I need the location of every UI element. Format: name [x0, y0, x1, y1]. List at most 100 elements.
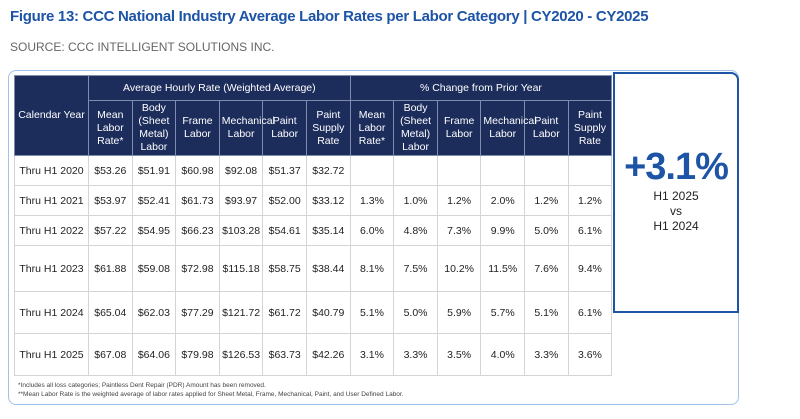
year-cell: Thru H1 2022 — [14, 215, 89, 246]
rate-cell: $61.73 — [175, 185, 220, 216]
source: SOURCE: CCC INTELLIGENT SOLUTIONS INC. — [10, 40, 275, 54]
change-cell: 9.4% — [567, 245, 613, 292]
change-cell: 1.0% — [393, 185, 438, 216]
table: Calendar Year Average Hourly Rate (Weight… — [14, 75, 613, 376]
table-row: Thru H1 2021 $53.97 $52.41 $61.73 $93.97 $52.… — [14, 185, 613, 216]
column-header: Body (Sheet Metal) Labor — [393, 100, 438, 156]
change-cell: 7.6% — [524, 245, 569, 292]
change-cell: 1.2% — [524, 185, 569, 216]
rate-cell: $72.98 — [175, 245, 220, 292]
column-header: Body (Sheet Metal) Labor — [131, 100, 177, 156]
change-cell: 2.0% — [480, 185, 526, 216]
year-cell: Thru H1 2024 — [14, 291, 89, 334]
rate-cell: $66.23 — [175, 215, 220, 246]
footnote: *Includes all loss categories; Paintless… — [18, 382, 266, 389]
group-header: % Change from Prior Year — [349, 75, 613, 101]
header-row: Mean Labor Rate* Body (Sheet Metal) Labor… — [15, 100, 613, 156]
change-cell: 6.1% — [567, 215, 613, 246]
change-cell: 4.0% — [480, 333, 526, 376]
rate-cell: $54.61 — [262, 215, 307, 246]
year-cell: Thru H1 2025 — [14, 333, 89, 376]
column-header: Paint Supply Rate — [567, 100, 613, 156]
change-cell: 5.7% — [480, 291, 526, 334]
rate-cell: $32.72 — [305, 155, 351, 186]
change-cell: 5.9% — [436, 291, 482, 334]
footnotes: *Includes all loss categories; Paintless… — [18, 381, 404, 399]
rate-cell: $51.37 — [262, 155, 307, 186]
column-header: Frame Labor — [175, 100, 220, 156]
rate-cell: $61.88 — [88, 245, 133, 292]
table-row: Thru H1 2025 $67.08 $64.06 $79.98 $126.53 $63… — [14, 333, 613, 376]
column-header: Mechanical Labor — [218, 100, 275, 156]
column-header: Paint Labor — [524, 100, 569, 156]
change-cell: 5.1% — [349, 291, 395, 334]
year-cell: Thru H1 2020 — [14, 155, 89, 186]
rate-cell: $40.79 — [305, 291, 351, 334]
rate-cell: $52.00 — [262, 185, 307, 216]
empty-cell — [349, 155, 395, 186]
callout-label: H1 2025 — [653, 189, 699, 203]
rate-cell: $103.28 — [218, 215, 264, 246]
table-row: Thru H1 2024 $65.04 $62.03 $77.29 $121.72 $61… — [14, 291, 613, 334]
header-row: Calendar Year Average Hourly Rate (Weight… — [14, 75, 613, 156]
column-header: Frame Labor — [436, 100, 482, 156]
rate-cell: $52.41 — [131, 185, 177, 216]
empty-cell — [524, 155, 569, 186]
rate-cell: $93.97 — [218, 185, 264, 216]
rate-cell: $126.53 — [218, 333, 264, 376]
change-cell: 6.0% — [349, 215, 395, 246]
rate-cell: $115.18 — [218, 245, 264, 292]
empty-cell — [480, 155, 526, 186]
change-cell: 3.5% — [436, 333, 482, 376]
rate-cell: $62.03 — [131, 291, 177, 334]
callout-label: H1 2024 — [653, 219, 699, 233]
callout-value: +3.1% — [624, 146, 729, 188]
rate-cell: $51.91 — [131, 155, 177, 186]
rate-cell: $35.14 — [305, 215, 351, 246]
callout-label: vs — [670, 204, 682, 218]
callout: +3.1% H1 2025 vs H1 2024 — [613, 72, 739, 313]
rate-cell: $64.06 — [131, 333, 177, 376]
change-cell: 4.8% — [393, 215, 438, 246]
rate-cell: $79.98 — [175, 333, 220, 376]
year-cell: Thru H1 2023 — [14, 245, 89, 292]
empty-cell — [567, 155, 613, 186]
rate-cell: $60.98 — [175, 155, 220, 186]
change-cell: 6.1% — [567, 291, 613, 334]
change-cell: 5.0% — [393, 291, 438, 334]
column-header: Paint Labor — [262, 100, 307, 156]
change-cell: 11.5% — [480, 245, 526, 292]
change-cell: 7.5% — [393, 245, 438, 292]
column-header: Paint Supply Rate — [305, 100, 351, 156]
change-cell: 5.1% — [524, 291, 569, 334]
rate-cell: $92.08 — [218, 155, 264, 186]
rate-cell: $53.97 — [88, 185, 133, 216]
rate-cell: $65.04 — [88, 291, 133, 334]
change-cell: 1.2% — [567, 185, 613, 216]
rate-cell: $121.72 — [218, 291, 264, 334]
change-cell: 1.3% — [349, 185, 395, 216]
rate-cell: $57.22 — [88, 215, 133, 246]
header-cell: Calendar Year — [14, 75, 89, 156]
group-header: Average Hourly Rate (Weighted Average) — [88, 75, 351, 101]
rate-cell: $61.72 — [262, 291, 307, 334]
rate-cell: $53.26 — [88, 155, 133, 186]
change-cell: 3.1% — [349, 333, 395, 376]
change-cell: 3.3% — [393, 333, 438, 376]
table-row: Thru H1 2022 $57.22 $54.95 $66.23 $103.28 $54… — [14, 215, 613, 246]
empty-cell — [393, 155, 438, 186]
rate-cell: $77.29 — [175, 291, 220, 334]
year-cell: Thru H1 2021 — [14, 185, 89, 216]
empty-cell — [436, 155, 482, 186]
rate-cell: $63.73 — [262, 333, 307, 376]
change-cell: 7.3% — [436, 215, 482, 246]
table-row: Thru H1 2020 $53.26 $51.91 $60.98 $92.08 $51.… — [14, 155, 613, 186]
table-row: Thru H1 2023 $61.88 $59.08 $72.98 $115.18 $58… — [14, 245, 613, 292]
column-header: Mechanical Labor — [480, 100, 537, 156]
change-cell: 8.1% — [349, 245, 395, 292]
rate-cell: $59.08 — [131, 245, 177, 292]
change-cell: 5.0% — [524, 215, 569, 246]
column-header: Mean Labor Rate* — [349, 100, 395, 156]
rate-cell: $42.26 — [305, 333, 351, 376]
